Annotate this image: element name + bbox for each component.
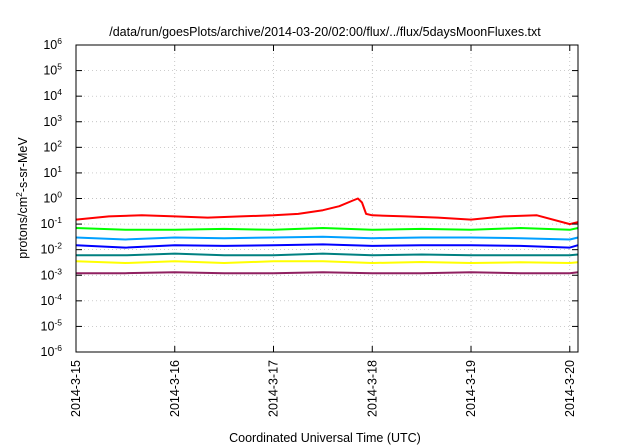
y-tick-base: 10 — [43, 140, 57, 154]
x-tick-label: 2014-3-18 — [365, 360, 379, 417]
y-axis: 10-610-510-410-310-210-11001011021031041… — [41, 36, 578, 359]
y-tick-base: 10 — [41, 294, 55, 308]
y-tick-label: 10-1 — [41, 215, 63, 231]
y-tick-exp: 1 — [57, 164, 62, 174]
series-line-1 — [75, 197, 579, 226]
y-tick-base: 10 — [43, 115, 57, 129]
x-tick-label: 2014-3-19 — [464, 360, 478, 417]
grid — [75, 45, 578, 352]
x-tick-label: 2014-3-17 — [267, 360, 281, 417]
plot-frame — [75, 44, 579, 353]
series-line-6 — [75, 260, 579, 264]
series-line-3 — [75, 235, 579, 241]
y-tick-base: 10 — [43, 89, 57, 103]
series-group — [75, 197, 579, 275]
y-tick-label: 106 — [43, 36, 62, 52]
y-tick-label: 102 — [43, 138, 62, 154]
y-tick-label: 105 — [43, 62, 62, 78]
y-tick-exp: 4 — [57, 87, 62, 97]
series-line-5 — [76, 252, 579, 257]
x-tick-label: 2014-3-20 — [563, 360, 577, 417]
y-tick-label: 10-4 — [41, 292, 63, 308]
x-tick-label: 2014-3-15 — [69, 360, 83, 417]
y-axis-label-prefix: protons/cm — [16, 197, 30, 259]
y-tick-exp: 2 — [57, 138, 62, 148]
y-tick-base: 10 — [43, 64, 57, 78]
x-tick-label: 2014-3-16 — [168, 360, 182, 417]
y-tick-label: 10-5 — [41, 317, 63, 333]
y-tick-base: 10 — [41, 243, 55, 257]
x-axis: 2014-3-15 2014-3-16 2014-3-17 2014-3-18 2014… — [69, 45, 577, 417]
y-tick-label: 10-6 — [41, 343, 63, 359]
y-tick-exp: 6 — [57, 36, 62, 46]
y-tick-exp: -3 — [54, 266, 62, 276]
y-tick-label: 10-2 — [41, 241, 63, 257]
y-tick-base: 10 — [41, 268, 55, 282]
y-axis-label-suffix: -s-sr-MeV — [16, 137, 30, 193]
y-tick-exp: 5 — [57, 62, 62, 72]
series-line-4 — [75, 243, 579, 249]
y-axis-label: protons/cm2-s-sr-MeV — [14, 137, 30, 259]
y-tick-exp: 0 — [57, 190, 62, 200]
series-line-2 — [75, 227, 579, 231]
y-tick-base: 10 — [41, 345, 55, 359]
y-tick-label: 10-3 — [41, 266, 63, 282]
y-tick-exp: -6 — [54, 343, 62, 353]
y-tick-exp: -2 — [54, 241, 62, 251]
y-tick-base: 10 — [43, 166, 57, 180]
x-axis-label: Coordinated Universal Time (UTC) — [229, 431, 421, 445]
y-tick-label: 100 — [43, 190, 62, 206]
y-tick-exp: 3 — [57, 113, 62, 123]
y-tick-label: 101 — [43, 164, 62, 180]
series-line-7 — [76, 271, 579, 275]
y-tick-label: 104 — [43, 87, 62, 103]
y-tick-label: 103 — [43, 113, 62, 129]
y-tick-exp: -5 — [54, 317, 62, 327]
y-tick-exp: -4 — [54, 292, 62, 302]
y-tick-base: 10 — [43, 38, 57, 52]
chart-title: /data/run/goesPlots/archive/2014-03-20/0… — [109, 25, 541, 39]
y-tick-base: 10 — [43, 192, 57, 206]
y-tick-exp: -1 — [54, 215, 62, 225]
y-tick-base: 10 — [41, 319, 55, 333]
y-tick-base: 10 — [41, 217, 55, 231]
y-axis-label-sup: 2 — [14, 192, 24, 197]
